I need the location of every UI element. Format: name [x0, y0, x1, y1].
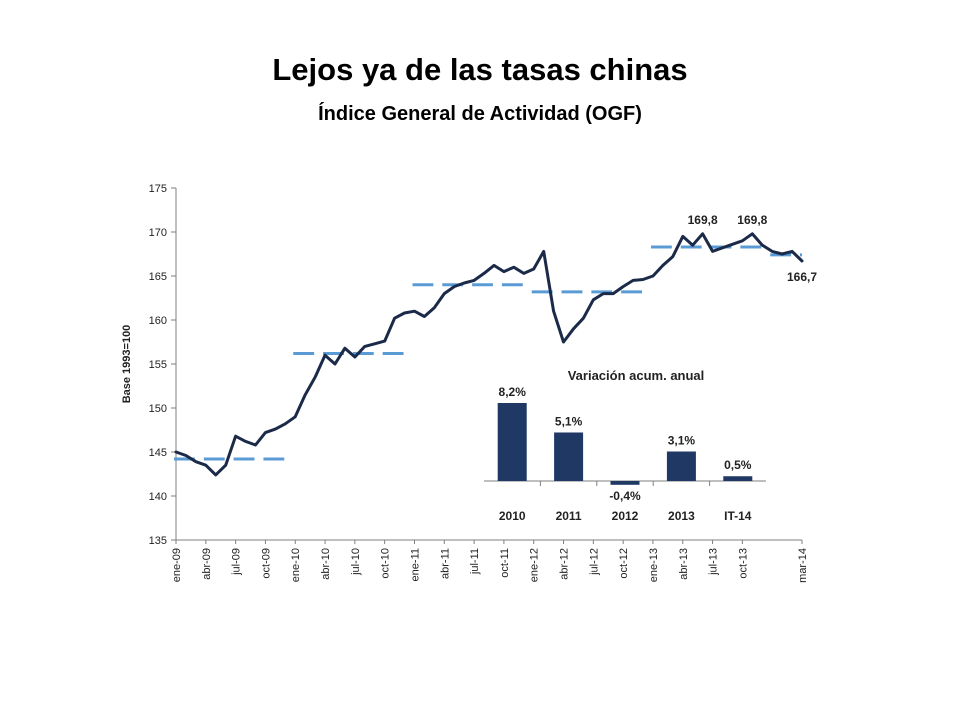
x-tick-label: jul-13 — [708, 548, 720, 576]
x-tick-label: oct-13 — [737, 548, 749, 579]
y-tick-label: 165 — [149, 271, 167, 283]
x-tick-label: ene-13 — [648, 548, 660, 582]
x-tick-label: abr-12 — [559, 548, 571, 580]
y-tick-label: 140 — [149, 491, 167, 503]
x-tick-label: oct-09 — [260, 548, 272, 579]
y-tick-label: 175 — [149, 183, 167, 195]
inset-bar-value-label: 0,5% — [724, 458, 752, 472]
x-tick-label: oct-12 — [618, 548, 630, 579]
peak-value-label: 166,7 — [787, 270, 817, 284]
slide-subtitle: Índice General de Actividad (OGF) — [318, 103, 642, 125]
x-tick-label: ene-11 — [409, 548, 421, 581]
inset-bar-value-label: -0,4% — [609, 489, 641, 503]
annual-variation-inset: Variación acum. anual 8,2% 2010 5,1% 2011 -0,… — [478, 352, 772, 534]
inset-category-label: IT-14 — [724, 509, 752, 523]
inset-bar — [610, 481, 640, 485]
inset-category-label: 2013 — [668, 509, 695, 523]
x-tick-label: jul-12 — [588, 548, 600, 576]
x-tick-label: ene-12 — [529, 548, 541, 582]
x-tick-label: abr-11 — [439, 548, 451, 579]
x-tick-label: ene-09 — [171, 548, 183, 582]
x-tick-label: jul-11 — [469, 548, 481, 575]
peak-value-label: 169,8 — [688, 213, 718, 227]
x-tick-label: abr-09 — [201, 548, 213, 580]
x-tick-label: mar-14 — [797, 548, 809, 583]
slide-title: Lejos ya de las tasas chinas — [272, 52, 688, 87]
y-tick-label: 135 — [149, 535, 167, 547]
inset-bar-value-label: 8,2% — [499, 385, 527, 399]
peak-value-label: 169,8 — [737, 213, 767, 227]
x-tick-label: abr-13 — [678, 548, 690, 580]
y-tick-label: 145 — [149, 447, 167, 459]
activity-index-line — [174, 232, 804, 477]
x-tick-label: oct-10 — [380, 548, 392, 579]
inset-category-label: 2010 — [499, 509, 526, 523]
y-tick-label: 155 — [149, 359, 167, 371]
main-chart-axes: 135 140 145 150 155 160 165 170 175 Base 1993=100… — [121, 183, 809, 583]
inset-category-label: 2012 — [612, 509, 639, 523]
x-tick-label: jul-09 — [231, 548, 243, 576]
y-tick-label: 150 — [149, 403, 167, 415]
main-chart-marks: 169,8 169,8 166,7 — [174, 213, 817, 477]
x-tick-label: oct-11 — [499, 548, 511, 578]
inset-bar-value-label: 3,1% — [668, 434, 696, 448]
x-tick-label: abr-10 — [320, 548, 332, 580]
inset-bar — [723, 476, 753, 481]
inset-bar — [554, 432, 584, 481]
inset-background — [478, 352, 772, 534]
inset-title: Variación acum. anual — [568, 368, 705, 383]
y-tick-label: 170 — [149, 227, 167, 239]
y-axis-label: Base 1993=100 — [121, 325, 133, 404]
x-tick-label: jul-10 — [350, 548, 362, 576]
y-tick-label: 160 — [149, 315, 167, 327]
inset-bar — [666, 451, 696, 481]
inset-category-label: 2011 — [556, 509, 582, 523]
inset-bar-value-label: 5,1% — [555, 414, 583, 428]
x-tick-label: ene-10 — [290, 548, 302, 582]
inset-bar — [497, 403, 527, 481]
